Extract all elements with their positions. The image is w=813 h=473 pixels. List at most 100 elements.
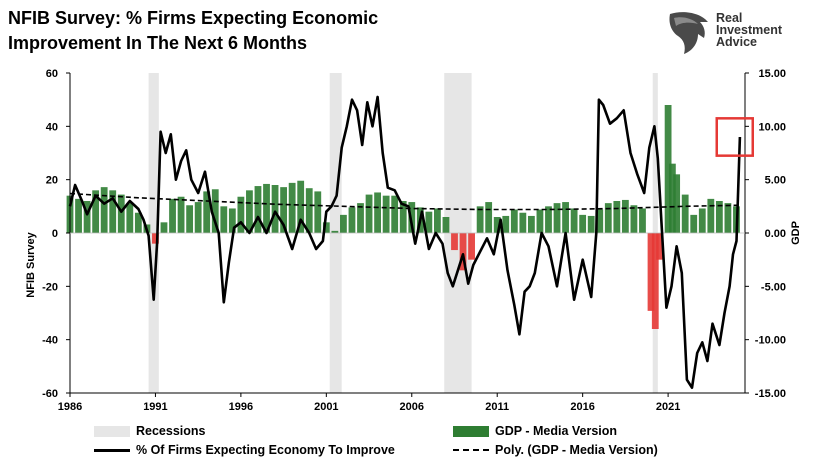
highlight-layer [715,117,754,157]
logo: Real Investment Advice [716,11,782,49]
gdp-bars-layer [66,105,740,329]
legend-label-nfib: % Of Firms Expecting Economy To Improve [136,443,395,457]
gdp-bar [510,209,518,233]
chart-title-line-1: NFIB Survey: % Firms Expecting Economic [8,8,379,28]
gdp-bar [75,198,82,233]
gdp-bar [374,192,381,233]
gdp-bar [177,196,185,233]
y2-tick-label: -10.00 [755,335,786,347]
gdp-bar [451,233,458,251]
gdp-bar [83,201,91,233]
gdp-bar [331,230,339,233]
gdp-swatch [453,425,489,437]
legend-item-nfib: % Of Firms Expecting Economy To Improve [94,443,395,457]
y-tick-label: 0 [52,228,58,240]
x-tick-label: 2016 [570,401,594,413]
gdp-bar [288,182,296,233]
x-tick-label: 2011 [485,401,509,413]
gdp-bar [211,189,219,233]
nfib-line [68,95,742,390]
gdp-bar [271,185,279,233]
gdp-bar [468,233,475,260]
gdp-bar [340,214,347,233]
y2-tick-label: -5.00 [761,281,786,293]
gdp-bar [348,207,356,233]
x-tick-label: 2021 [656,401,680,413]
gdp-bar [194,202,202,233]
y2-tick-label: -15.00 [755,388,786,400]
axes-layer: 1986 1991 1996 2001 2006 2011 2016 2021 -60 -40 -2… [42,68,786,413]
gdp-bar [408,202,416,233]
gdp-bar [203,191,211,233]
gdp-bar [228,208,236,233]
gdp-bar [305,188,313,233]
gdp-bar [134,212,142,233]
gdp-bar [668,163,676,233]
gdp-bar [596,209,604,233]
eagle-head-icon [669,12,708,55]
chart-title: NFIB Survey: % Firms Expecting Economic … [8,6,428,56]
gdp-bar [322,222,330,233]
gdp-bar [237,196,245,233]
gdp-bar [690,214,698,233]
gdp-bar [536,209,544,233]
gdp-bar [382,195,390,233]
y-axis-title-left: NFIB Survey [25,231,37,297]
gdp-bar [519,212,527,233]
gdp-bar [651,233,659,329]
gdp-bar [673,174,681,233]
poly-trend-layer [69,192,737,211]
gdp-bar [152,233,159,244]
logo-line-3: Advice [716,35,757,49]
legend-item-recessions: Recessions [94,424,205,438]
gdp-bar [117,194,125,233]
logo-line-1: Real [716,11,743,25]
x-tick-label: 2001 [314,401,338,413]
y-tick-label: -60 [42,388,58,400]
gdp-bar [613,201,621,233]
x-tick-label: 1991 [143,401,167,413]
gdp-bar [545,206,552,233]
chart-title-line-2: Improvement In The Next 6 Months [8,33,308,53]
gdp-bar [553,203,561,233]
gdp-bar [100,187,108,233]
gdp-bar [126,203,134,233]
x-tick-label: 1986 [58,401,82,413]
x-tick-label: 1996 [229,401,253,413]
gdp-bar [169,198,176,233]
gdp-bar [109,190,117,233]
gdp-bar [493,217,501,233]
gdp-bar [425,211,433,233]
gdp-bar [476,206,484,233]
gdp-bar [254,186,262,233]
gdp-bar [434,208,441,233]
nfib-line-layer [68,95,742,390]
logo-line-2: Investment [716,23,782,37]
gdp-bar [263,183,270,233]
poly-trend-line [69,192,737,211]
recession-swatch [94,425,130,437]
legend: Recessions GDP - Media Version % Of Firm… [0,418,813,468]
gdp-bar [587,215,595,233]
gdp-bar [647,233,655,311]
gdp-bar [399,201,407,233]
y-tick-label: 40 [46,121,58,133]
y-tick-label: -20 [42,281,58,293]
gdp-bar [297,180,305,233]
gdp-bar [357,203,364,233]
nfib-line-swatch [94,448,130,452]
gdp-bar [604,203,612,233]
gdp-bar [459,233,467,271]
y2-tick-label: 15.00 [758,68,786,80]
y2-tick-label: 10.00 [758,121,786,133]
legend-label-poly: Poly. (GDP - Media Version) [495,443,658,457]
gdp-bar [681,194,689,233]
y-tick-label: -40 [42,335,58,347]
y-axis-title-right: GDP [790,221,802,245]
gdp-bar [280,187,288,233]
poly-line-swatch [453,449,489,451]
highlight-box [715,117,754,157]
gdp-bar [562,202,569,233]
legend-label-recessions: Recessions [136,424,206,438]
